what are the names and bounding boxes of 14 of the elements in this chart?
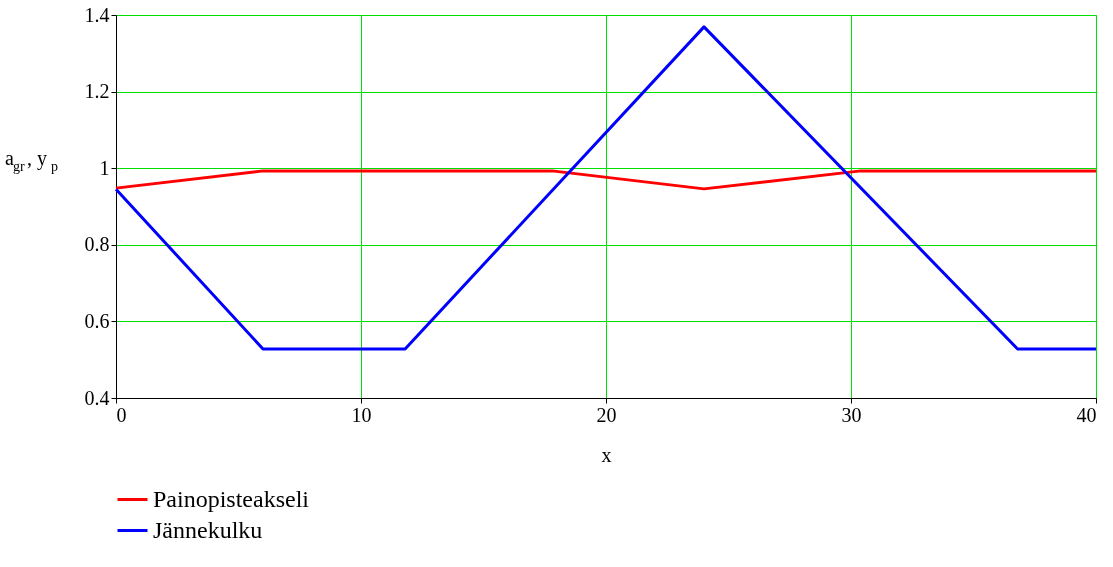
- x-tick-label: 0: [116, 403, 127, 426]
- legend-label: Painopisteakseli: [153, 485, 310, 512]
- y-tick-label: 0.4: [84, 386, 110, 409]
- y-tick-label: 1.4: [84, 3, 110, 26]
- y-tick-label: 1: [99, 156, 110, 179]
- x-tick-label: 30: [841, 403, 862, 426]
- x-tick-label: 10: [351, 403, 372, 426]
- legend-label: Jännekulku: [153, 516, 263, 543]
- y-tick-label: 0.6: [84, 309, 110, 332]
- y-tick-label: 1.2: [84, 80, 110, 103]
- x-axis-title: x: [601, 443, 612, 466]
- x-tick-label: 40: [1076, 403, 1097, 426]
- y-tick-label: 0.8: [84, 233, 110, 256]
- x-tick-label: 20: [596, 403, 617, 426]
